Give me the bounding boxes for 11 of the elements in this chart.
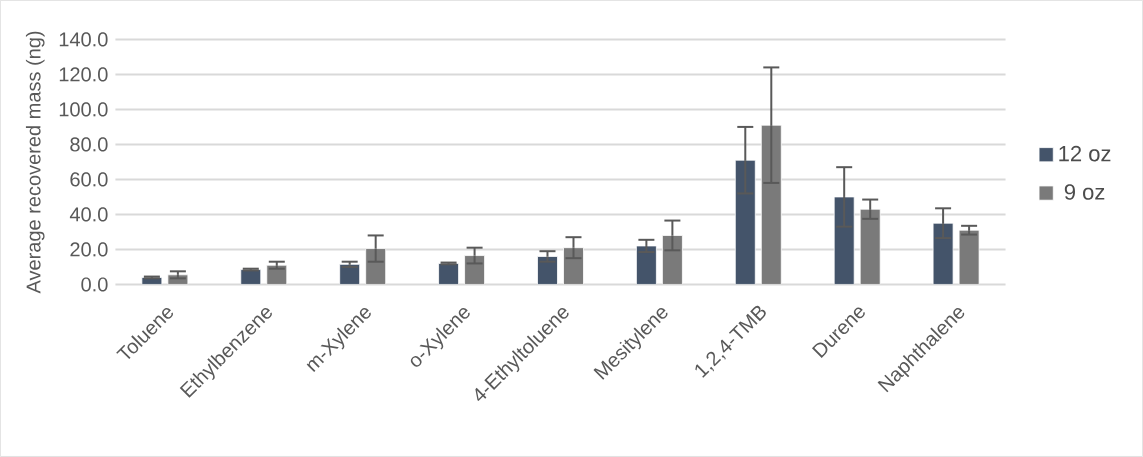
y-axis-title: Average recovered mass (ng) bbox=[25, 31, 45, 294]
y-tick-label: 120.0 bbox=[59, 67, 108, 82]
y-tick-label: 100.0 bbox=[59, 102, 108, 117]
y-tick-label: 20.0 bbox=[70, 242, 108, 257]
y-tick-label: 0.0 bbox=[81, 277, 108, 292]
y-tick-label: 40.0 bbox=[69, 207, 108, 222]
y-tick-label: 80.0 bbox=[70, 137, 108, 152]
y-tick-label: 140.0 bbox=[59, 32, 108, 47]
legend-label: 12 oz bbox=[1059, 145, 1111, 162]
y-tick-label: 60.0 bbox=[70, 172, 108, 187]
legend-label: 9 oz bbox=[1064, 184, 1105, 200]
